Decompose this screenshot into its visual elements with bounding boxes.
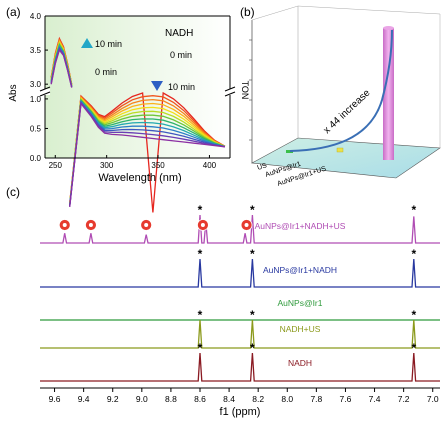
panel-c-x-label: f1 (ppm) [220,406,261,418]
panel-b: (b) TON x 44 increase US AuNPs@Ir1 AuNPs… [240,5,441,188]
red-marker-center-3 [200,223,205,227]
panel-a-y-tick-label-2: 1.0 [30,95,42,104]
panel-c-x-tick-label-1: 9.4 [78,394,90,404]
panel-c-markers: * * * * * * * * * * * * [58,203,416,355]
panel-c-x-tick-label-8: 8.0 [281,394,293,404]
panel-a-y-tick-label-0: 0.0 [30,154,42,163]
panel-c-x-tick-label-11: 7.4 [369,394,381,404]
panel-a-y-tick-label-5: 4.0 [30,12,42,21]
panel-c-x-tick-label-9: 7.8 [310,394,322,404]
panel-a-annotation-10min-up: 10 min [95,39,122,49]
star-marker-0-1: * [250,203,255,217]
spectrum-label-0: AuNPs@Ir1+NADH+US [255,221,346,231]
panel-b-bar-top [383,26,394,30]
panel-b-top-left-edge [251,5,299,21]
star-marker-1-1: * [250,247,255,261]
panel-a-x-tick-label-0: 250 [49,161,63,170]
panel-c-x-tick-label-2: 9.2 [107,394,119,404]
panel-b-y-ticks [249,39,252,141]
spectrum-0 [40,214,440,244]
panel-c-x-ticks: 9.6 9.4 9.2 9.0 8.8 8.6 8.4 8.2 8.0 7.8 7.6 7.4 7.2 7… [49,388,439,404]
spectrum-label-3: NADH+US [280,324,321,334]
panel-a-annotation-0min-up: 0 min [95,67,117,77]
panel-a-down-arrow [151,55,163,91]
star-marker-4-2: * [411,341,416,355]
panel-a-axis-break [39,86,236,97]
panel-a-y-label: Abs [8,84,19,101]
panel-a-y-ticks: 0.0 0.5 1.0 3.0 3.5 4.0 [30,12,48,163]
panel-a-x-tick-label-3: 400 [203,161,217,170]
panel-b-y-label: TON [240,81,250,100]
panel-a-x-label: Wavelength (nm) [98,172,181,184]
red-marker-center-4 [244,223,249,227]
star-marker-3-0: * [198,308,203,322]
star-marker-3-2: * [411,308,416,322]
star-marker-1-0: * [198,247,203,261]
panel-b-label: (b) [240,5,255,19]
panel-a-label: (a) [6,5,21,19]
panel-c-x-tick-label-4: 8.8 [165,394,177,404]
panel-a-series [50,36,226,213]
panel-a-y-tick-label-3: 3.0 [30,80,42,89]
upper_band-curve-12 [50,48,73,88]
panel-a-x-tick-label-2: 350 [151,161,165,170]
star-marker-0-0: * [198,203,203,217]
panel-c-spectra: AuNPs@Ir1+NADH+US AuNPs@Ir1+NADH AuNPs@Ir1… [40,214,440,382]
red-marker-center-2 [144,223,149,227]
panel-a-up-arrow [81,38,93,72]
panel-a-annotation-0min-down: 0 min [170,50,192,60]
panel-c-x-tick-label-13: 7.0 [427,394,439,404]
panel-a-x-tick-label-1: 300 [100,161,114,170]
spectrum-label-2: AuNPs@Ir1 [277,298,322,308]
panel-b-bar-us [336,147,344,153]
spectrum-3 [40,319,440,349]
spectrum-1 [40,258,440,288]
panel-a: (a) 0.00.51.03.03.54.0 250 300 350 400 Abs … [6,5,236,213]
spectrum-label-4: NADH [288,358,312,368]
main_band-curve-12 [69,101,225,207]
panel-b-bar-aunps-ir1-us [383,28,394,160]
spectrum-4 [40,352,440,382]
panel-a-y-tick-label-4: 3.5 [30,46,42,55]
red-marker-center-1 [88,223,93,227]
panel-c-x-tick-label-10: 7.6 [340,394,352,404]
panel-b-category-us: US [256,162,268,172]
panel-c-x-tick-label-12: 7.2 [398,394,410,404]
panel-b-top-edge [297,5,441,15]
panel-c: (c) AuNPs@Ir1+NADH+USAuNPs@Ir1+NADHAuNPs… [6,185,440,418]
panel-b-trend-curve [289,29,393,152]
panel-a-x-ticks: 250 300 350 400 [49,155,217,170]
panel-b-bar-aunps-ir1 [286,150,293,153]
panel-c-label: (c) [6,185,20,199]
star-marker-0-2: * [411,203,416,217]
star-marker-1-2: * [411,247,416,261]
star-marker-3-1: * [250,308,255,322]
panel-c-x-tick-label-0: 9.6 [49,394,61,404]
panel-a-annotation-10min-down: 10 min [168,82,195,92]
red-marker-center-0 [62,223,67,227]
star-marker-4-1: * [250,341,255,355]
panel-c-x-tick-label-5: 8.6 [194,394,206,404]
spectrum-label-1: AuNPs@Ir1+NADH [263,265,337,275]
panel-a-legend-title: NADH [165,28,193,39]
panel-c-x-tick-label-3: 9.0 [136,394,148,404]
panel-c-x-tick-label-6: 8.4 [223,394,235,404]
panel-c-x-tick-label-7: 8.2 [252,394,264,404]
panel-a-y-tick-label-1: 0.5 [30,124,42,133]
main_band-curve-0 [69,91,226,213]
star-marker-4-0: * [198,341,203,355]
